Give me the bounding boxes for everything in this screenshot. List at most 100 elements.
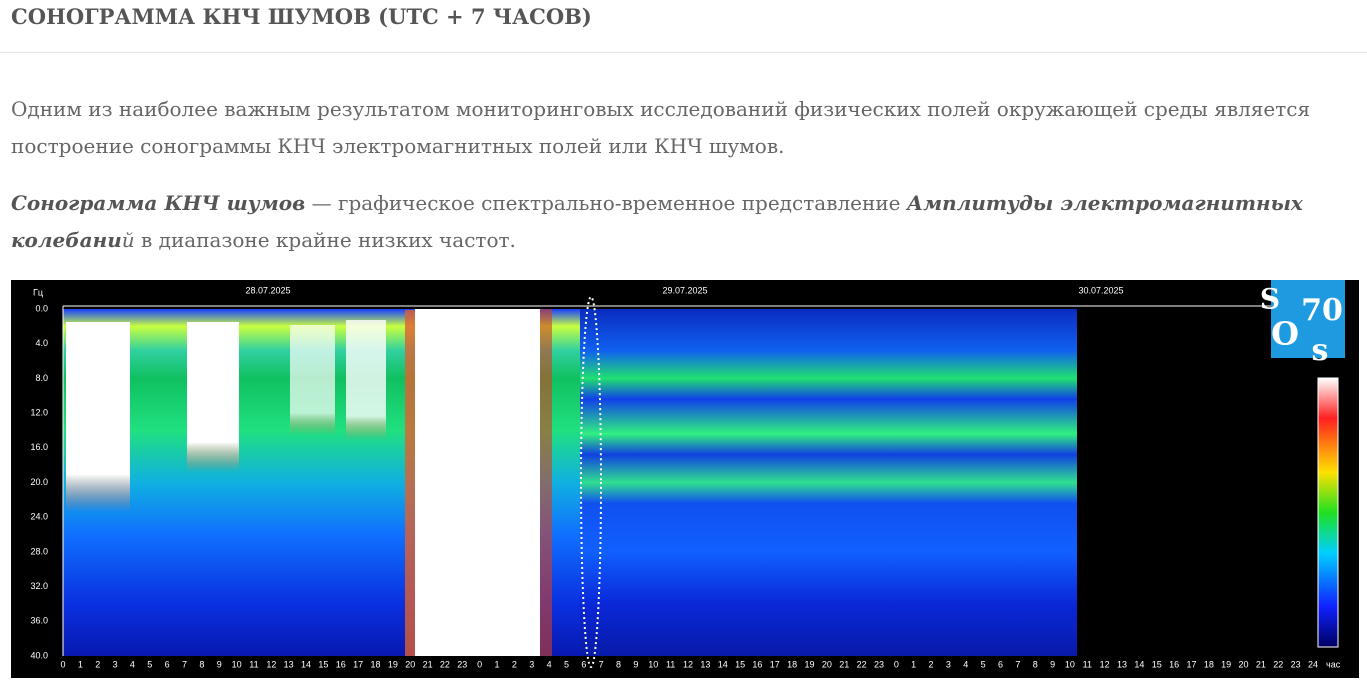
logo-text: s — [1312, 333, 1329, 368]
logo-text: O — [1271, 315, 1299, 353]
x-tick-label: 23 — [874, 659, 884, 669]
x-tick-label: 9 — [633, 659, 638, 669]
x-tick-label: 4 — [130, 659, 135, 669]
x-tick-label: 2 — [512, 659, 517, 669]
x-tick-label: 14 — [718, 659, 728, 669]
x-tick-label: 10 — [648, 659, 658, 669]
x-tick-label: 0 — [477, 659, 482, 669]
y-tick-label: 12.0 — [30, 407, 48, 417]
x-tick-label: 7 — [1015, 659, 1020, 669]
spectrum-peak — [540, 309, 552, 656]
x-tick-label: 13 — [1117, 659, 1127, 669]
logo — [1271, 280, 1345, 358]
x-tick-label: 18 — [787, 659, 797, 669]
page-title: СОНОГРАММА КНЧ ШУМОВ (UTC + 7 ЧАСОВ) — [11, 4, 592, 29]
x-tick-label: 10 — [1065, 659, 1075, 669]
spectrum-peak — [415, 309, 540, 656]
x-tick-label: 19 — [1221, 659, 1231, 669]
x-tick-label: 3 — [113, 659, 118, 669]
y-tick-label: 40.0 — [30, 650, 48, 660]
x-tick-label: 5 — [981, 659, 986, 669]
x-tick-label: 20 — [1239, 659, 1249, 669]
x-tick-label: 19 — [388, 659, 398, 669]
x-tick-label: 18 — [1204, 659, 1214, 669]
x-tick-label: 4 — [547, 659, 552, 669]
x-tick-label: 18 — [370, 659, 380, 669]
y-tick-label: 4.0 — [35, 338, 48, 348]
x-tick-label: 2 — [95, 659, 100, 669]
x-unit: час — [1326, 659, 1341, 669]
x-tick-label: 0 — [60, 659, 65, 669]
x-tick-label: 20 — [405, 659, 415, 669]
x-tick-label: 8 — [616, 659, 621, 669]
x-tick-label: 21 — [423, 659, 433, 669]
y-tick-label: 36.0 — [30, 616, 48, 626]
x-tick-label: 24 — [1308, 659, 1318, 669]
x-tick-label: 15 — [1152, 659, 1162, 669]
x-tick-label: 16 — [1169, 659, 1179, 669]
x-tick-label: 12 — [266, 659, 276, 669]
x-tick-label: 22 — [857, 659, 867, 669]
x-tick-label: 19 — [805, 659, 815, 669]
x-tick-label: 15 — [735, 659, 745, 669]
y-tick-label: 28.0 — [30, 546, 48, 556]
text: Сонограмма КНЧ шумов — [11, 191, 306, 215]
x-tick-label: 14 — [1134, 659, 1144, 669]
y-tick-label: 24.0 — [30, 512, 48, 522]
y-tick-label: 20.0 — [30, 477, 48, 487]
spectrum-peak — [66, 322, 130, 512]
text: Одним из наиболее важным результатом мон… — [11, 97, 1311, 158]
x-tick-label: 3 — [529, 659, 534, 669]
spectrum — [580, 309, 1077, 656]
x-tick-label: 17 — [770, 659, 780, 669]
y-tick-label: 0.0 — [35, 303, 48, 313]
text: й — [121, 228, 135, 252]
x-tick-label: 8 — [1033, 659, 1038, 669]
x-tick-label: 17 — [353, 659, 363, 669]
x-tick-label: 22 — [1273, 659, 1283, 669]
x-tick-label: 1 — [911, 659, 916, 669]
text: — графическое спектрально-временное пред… — [305, 191, 907, 215]
x-tick-label: 11 — [249, 659, 258, 669]
x-tick-label: 20 — [822, 659, 832, 669]
x-tick-label: 13 — [700, 659, 710, 669]
date-label: 28.07.2025 — [245, 285, 290, 295]
x-tick-label: 12 — [683, 659, 693, 669]
x-tick-label: 1 — [78, 659, 83, 669]
x-tick-label: 7 — [182, 659, 187, 669]
x-tick-label: 1 — [495, 659, 500, 669]
x-tick-label: 14 — [301, 659, 311, 669]
logo-text: S — [1260, 283, 1280, 316]
x-tick-label: 12 — [1100, 659, 1110, 669]
x-tick-label: 13 — [284, 659, 294, 669]
x-tick-label: 6 — [581, 659, 586, 669]
date-label: 30.07.2025 — [1078, 285, 1123, 295]
x-tick-label: 11 — [1083, 659, 1092, 669]
x-tick-label: 11 — [666, 659, 675, 669]
x-tick-label: 0 — [894, 659, 899, 669]
x-tick-label: 5 — [564, 659, 569, 669]
x-tick-label: 9 — [1050, 659, 1055, 669]
spectrum-peak — [187, 322, 239, 472]
x-tick-label: 2 — [929, 659, 934, 669]
divider — [0, 52, 1367, 53]
spectrum-peak — [290, 325, 335, 435]
x-tick-label: 4 — [963, 659, 968, 669]
x-tick-label: 16 — [752, 659, 762, 669]
x-tick-label: 23 — [1291, 659, 1301, 669]
logo-text: 70 — [1301, 293, 1343, 328]
text: в диапазоне крайне низких частот. — [134, 228, 516, 252]
x-tick-label: 3 — [946, 659, 951, 669]
text: Амплитуды электромагнитных колебани — [11, 191, 1303, 252]
y-tick-label: 32.0 — [30, 581, 48, 591]
x-tick-label: 22 — [440, 659, 450, 669]
x-tick-label: 6 — [998, 659, 1003, 669]
paragraph: Одним из наиболее важным результатом мон… — [11, 91, 1341, 165]
date-label: 29.07.2025 — [662, 285, 707, 295]
y-tick-label: 16.0 — [30, 442, 48, 452]
y-unit: Гц — [33, 287, 43, 297]
x-tick-label: 17 — [1186, 659, 1196, 669]
